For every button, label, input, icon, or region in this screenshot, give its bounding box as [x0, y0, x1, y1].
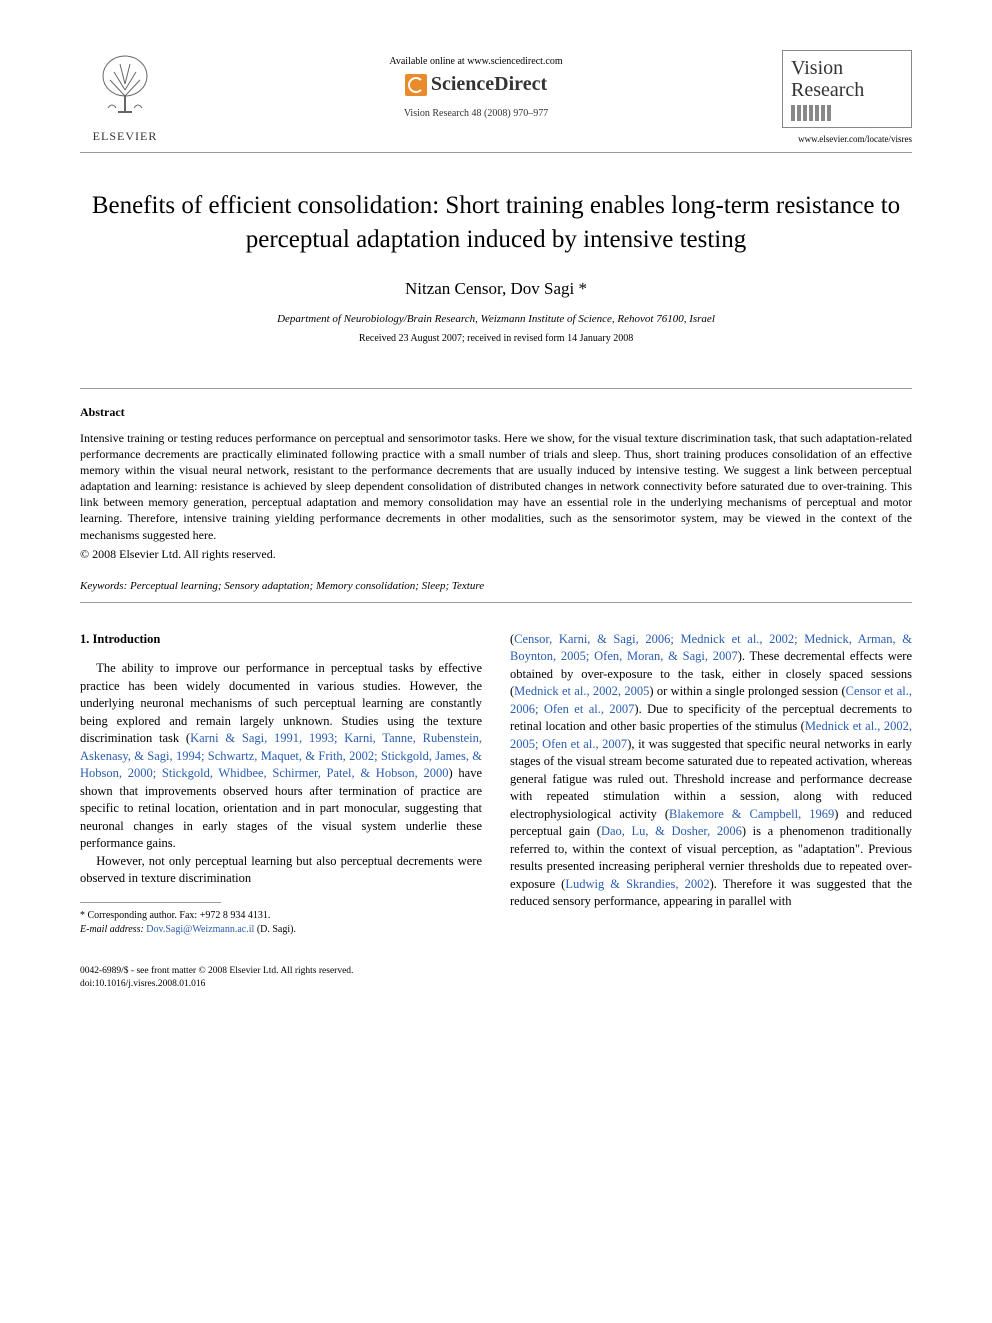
- center-header: Available online at www.sciencedirect.co…: [170, 50, 782, 119]
- abstract-top-divider: [80, 388, 912, 389]
- affiliation: Department of Neurobiology/Brain Researc…: [80, 313, 912, 325]
- journal-reference: Vision Research 48 (2008) 970–977: [170, 108, 782, 119]
- journal-box: Vision Research: [782, 50, 912, 128]
- intro-para-2: However, not only perceptual learning bu…: [80, 853, 482, 888]
- email-link[interactable]: Dov.Sagi@Weizmann.ac.il: [146, 924, 254, 935]
- intro-para-3: (Censor, Karni, & Sagi, 2006; Mednick et…: [510, 631, 912, 911]
- abstract-copyright: © 2008 Elsevier Ltd. All rights reserved…: [80, 547, 912, 562]
- keywords: Keywords: Perceptual learning; Sensory a…: [80, 580, 912, 592]
- elsevier-label: ELSEVIER: [80, 129, 170, 144]
- body-columns: 1. Introduction The ability to improve o…: [80, 631, 912, 937]
- keywords-label: Keywords:: [80, 580, 127, 592]
- footnote-divider: [80, 902, 221, 903]
- sciencedirect-icon: [405, 74, 427, 96]
- citation-link[interactable]: Dao, Lu, & Dosher, 2006: [601, 824, 742, 838]
- abstract-text: Intensive training or testing reduces pe…: [80, 430, 912, 543]
- journal-url: www.elsevier.com/locate/visres: [782, 134, 912, 144]
- header-divider: [80, 152, 912, 153]
- email-label: E-mail address:: [80, 924, 144, 935]
- abstract-bottom-divider: [80, 602, 912, 603]
- elsevier-logo: ELSEVIER: [80, 50, 170, 144]
- intro-heading: 1. Introduction: [80, 631, 482, 649]
- authors: Nitzan Censor, Dov Sagi *: [80, 279, 912, 299]
- footer-doi: doi:10.1016/j.visres.2008.01.016: [80, 978, 912, 991]
- elsevier-tree-icon: [90, 50, 160, 120]
- abstract-heading: Abstract: [80, 405, 912, 420]
- article-dates: Received 23 August 2007; received in rev…: [80, 333, 912, 344]
- email-suffix: (D. Sagi).: [257, 924, 296, 935]
- footer: 0042-6989/$ - see front matter © 2008 El…: [80, 965, 912, 992]
- journal-box-wrap: Vision Research www.elsevier.com/locate/…: [782, 50, 912, 144]
- available-online-text: Available online at www.sciencedirect.co…: [170, 56, 782, 67]
- citation-link[interactable]: Ludwig & Skrandies, 2002: [565, 877, 709, 891]
- header-row: ELSEVIER Available online at www.science…: [80, 50, 912, 144]
- column-right: (Censor, Karni, & Sagi, 2006; Mednick et…: [510, 631, 912, 937]
- column-left: 1. Introduction The ability to improve o…: [80, 631, 482, 937]
- citation-link[interactable]: Mednick et al., 2002, 2005: [514, 684, 649, 698]
- journal-title-line1: Vision: [791, 57, 903, 79]
- citation-link[interactable]: Blakemore & Campbell, 1969: [669, 807, 834, 821]
- article-title: Benefits of efficient consolidation: Sho…: [80, 189, 912, 257]
- intro-para-1: The ability to improve our performance i…: [80, 660, 482, 853]
- text-fragment: ) or within a single prolonged session (: [649, 684, 845, 698]
- journal-title-line2: Research: [791, 79, 903, 101]
- sciencedirect-text: ScienceDirect: [431, 73, 547, 96]
- email-footnote: E-mail address: Dov.Sagi@Weizmann.ac.il …: [80, 923, 482, 937]
- keywords-text: Perceptual learning; Sensory adaptation;…: [130, 580, 484, 592]
- journal-bars-icon: [791, 105, 903, 121]
- footer-front-matter: 0042-6989/$ - see front matter © 2008 El…: [80, 965, 912, 978]
- sciencedirect-logo: ScienceDirect: [170, 73, 782, 96]
- corresponding-author-note: * Corresponding author. Fax: +972 8 934 …: [80, 909, 482, 923]
